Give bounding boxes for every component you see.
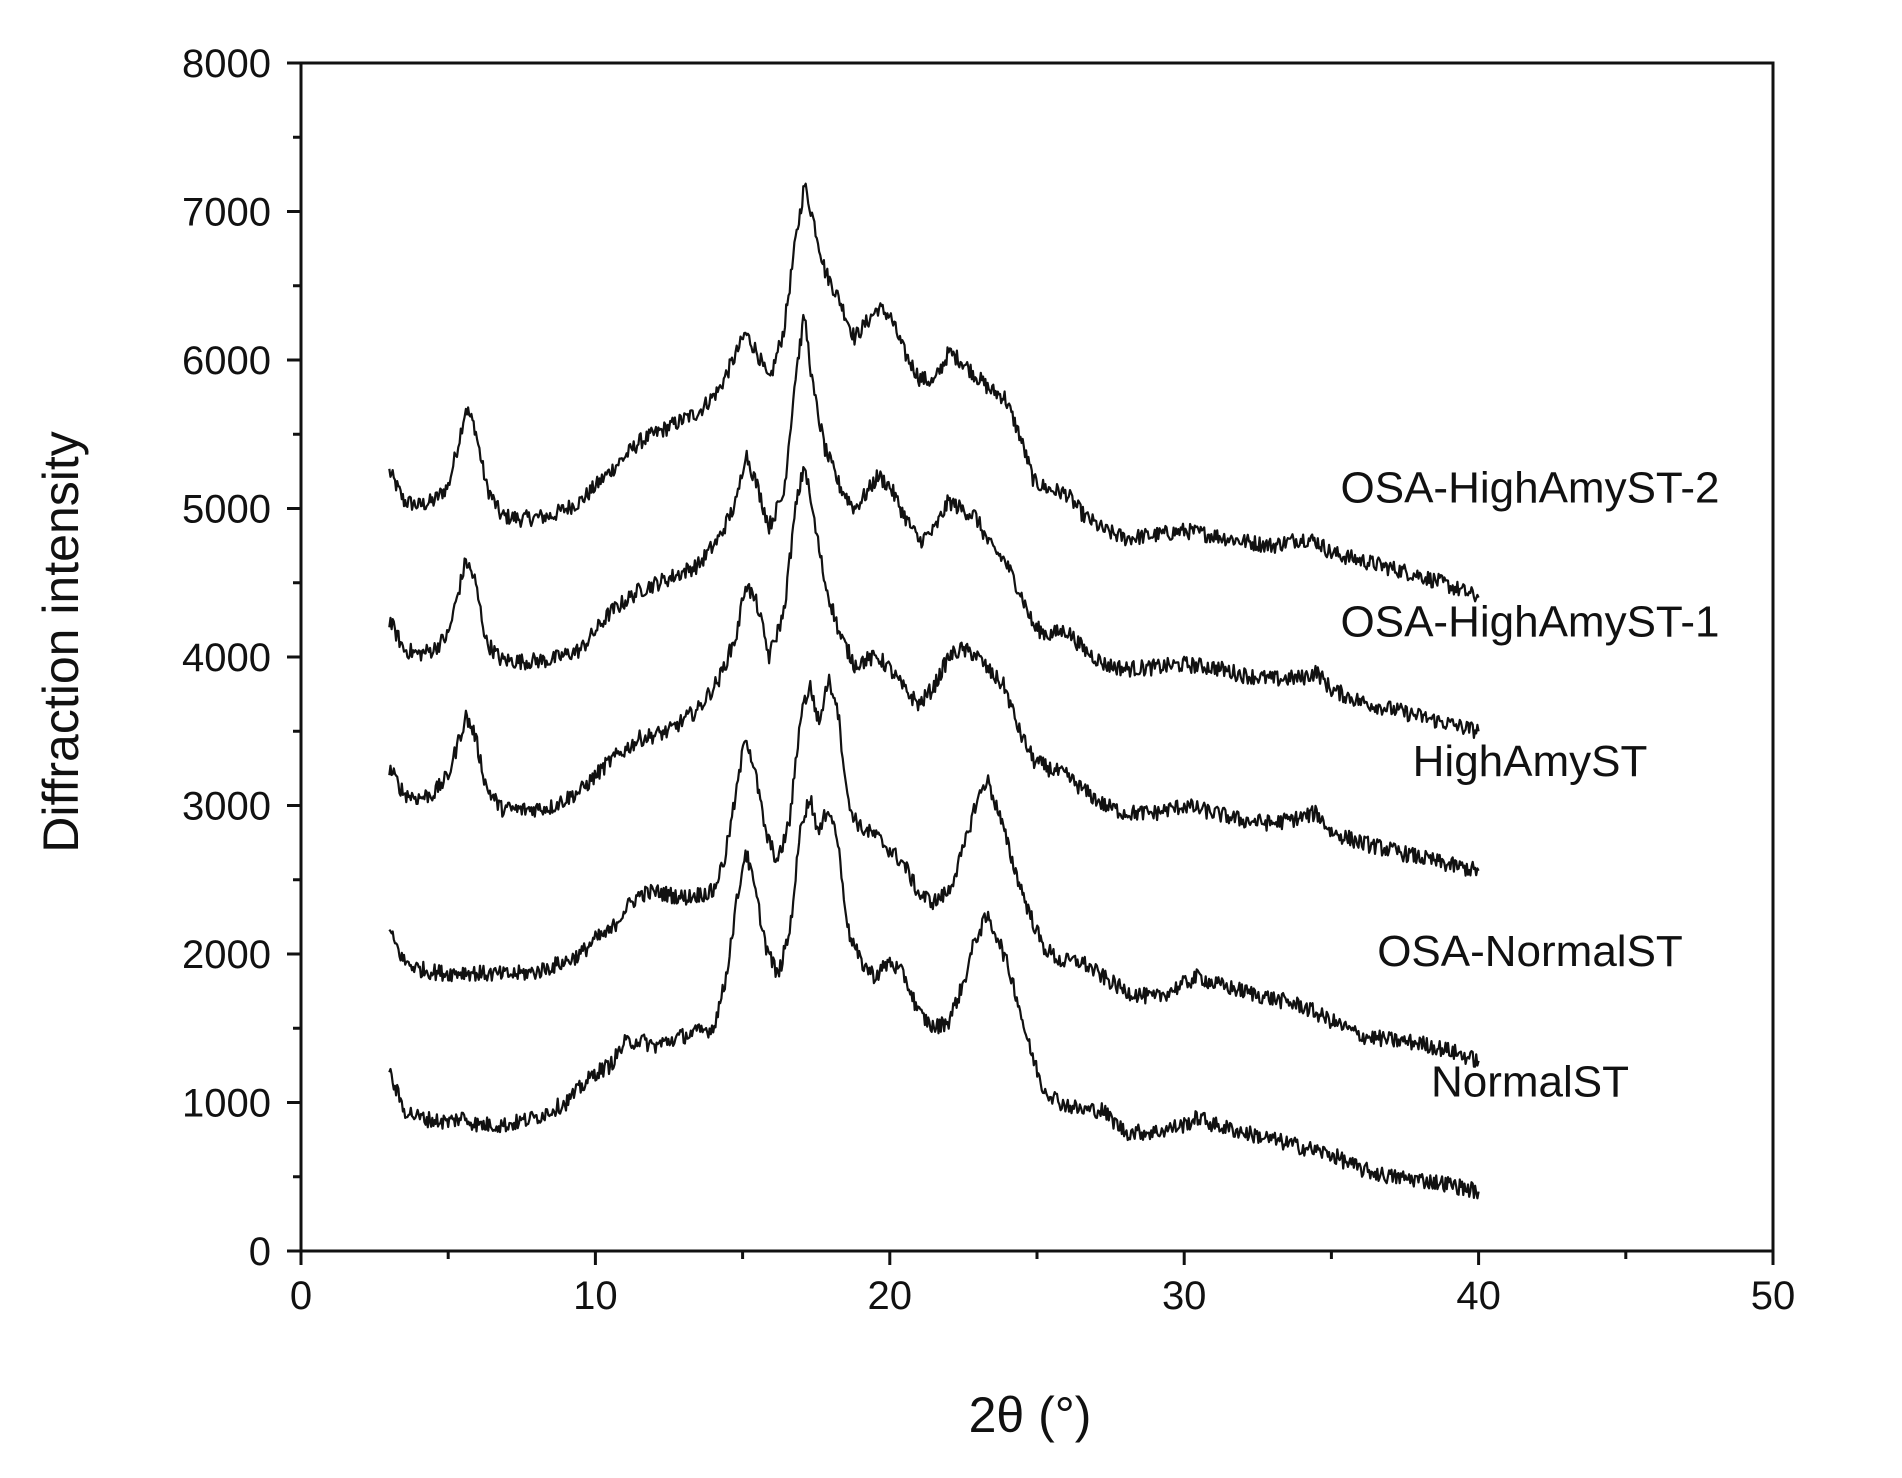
- y-tick-label: 4000: [182, 636, 271, 680]
- x-tick-label: 50: [1751, 1274, 1796, 1318]
- series-layer: [388, 182, 1480, 1200]
- series-line-highamyst: [388, 466, 1480, 877]
- y-tick-label: 3000: [182, 785, 271, 829]
- y-tick-label: 6000: [182, 339, 271, 383]
- series-line-osa-highamyst-2: [388, 182, 1480, 603]
- series-label-normalst: NormalST: [1431, 1058, 1629, 1107]
- axes-layer: 0 10 20 30 40 50 0 1000 2000 3000 4000 5000 6000 7000…: [182, 42, 1795, 1318]
- x-tick-label: 40: [1456, 1274, 1501, 1318]
- series-label-osa-normalst: OSA-NormalST: [1377, 927, 1683, 976]
- series-label-highamyst: HighAmyST: [1413, 737, 1648, 786]
- x-tick-label: 0: [290, 1274, 312, 1318]
- y-axis-title: Diffraction intensity: [33, 431, 89, 852]
- x-axis-title: 2θ (°): [969, 1387, 1092, 1443]
- series-label-osa-highamyst-2: OSA-HighAmyST-2: [1341, 464, 1720, 513]
- y-tick-label: 7000: [182, 191, 271, 235]
- x-tick-label: 20: [868, 1274, 913, 1318]
- label-layer: OSA-HighAmyST-2 OSA-HighAmyST-1 HighAmyST O…: [1341, 464, 1720, 1107]
- y-tick-label: 2000: [182, 933, 271, 977]
- y-tick-label: 1000: [182, 1082, 271, 1126]
- x-tick-label: 10: [573, 1274, 618, 1318]
- y-tick-label: 5000: [182, 488, 271, 532]
- series-line-normalst: [388, 795, 1480, 1200]
- x-tick-label: 30: [1162, 1274, 1207, 1318]
- series-line-osa-highamyst-1: [388, 313, 1480, 739]
- series-line-osa-normalst: [388, 673, 1480, 1068]
- y-tick-label: 8000: [182, 42, 271, 86]
- y-tick-label: 0: [249, 1230, 271, 1274]
- series-label-osa-highamyst-1: OSA-HighAmyST-1: [1341, 597, 1720, 646]
